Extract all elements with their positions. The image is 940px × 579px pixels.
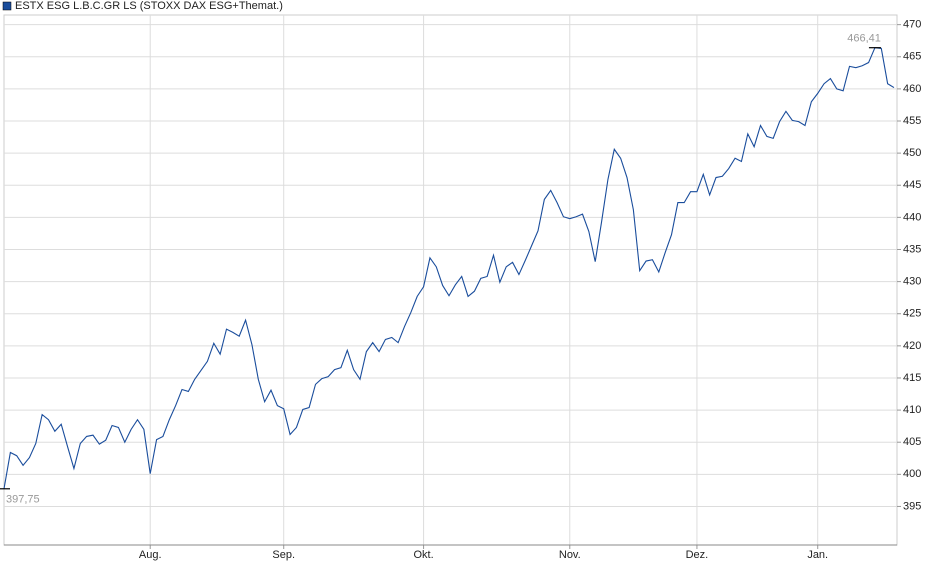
- y-tick-label: 410: [903, 404, 921, 416]
- y-tick-label: 415: [903, 372, 921, 384]
- y-tick-label: 470: [903, 19, 921, 31]
- y-tick-label: 445: [903, 179, 921, 191]
- y-tick-label: 420: [903, 340, 921, 352]
- legend-label: ESTX ESG L.B.C.GR LS (STOXX DAX ESG+Them…: [15, 0, 283, 12]
- y-tick-label: 430: [903, 276, 921, 288]
- plot-area: [3, 14, 898, 546]
- legend-swatch: [2, 1, 12, 11]
- y-tick-label: 425: [903, 308, 921, 320]
- y-tick-label: 400: [903, 468, 921, 480]
- y-tick-label: 465: [903, 51, 921, 63]
- value-label: 466,41: [847, 33, 881, 45]
- y-tick-label: 450: [903, 147, 921, 159]
- x-tick-label: Jan.: [807, 549, 828, 561]
- y-tick-label: 455: [903, 115, 921, 127]
- y-tick-label: 440: [903, 211, 921, 223]
- x-tick-label: Sep.: [272, 549, 295, 561]
- y-tick-label: 405: [903, 436, 921, 448]
- y-tick-label: 395: [903, 500, 921, 512]
- x-tick-label: Dez.: [686, 549, 709, 561]
- x-tick-label: Nov.: [559, 549, 581, 561]
- y-tick-label: 435: [903, 243, 921, 255]
- x-tick-label: Aug.: [139, 549, 162, 561]
- y-tick-label: 460: [903, 83, 921, 95]
- x-tick-label: Okt.: [413, 549, 433, 561]
- value-label: 397,75: [6, 494, 40, 506]
- price-line: [3, 47, 895, 489]
